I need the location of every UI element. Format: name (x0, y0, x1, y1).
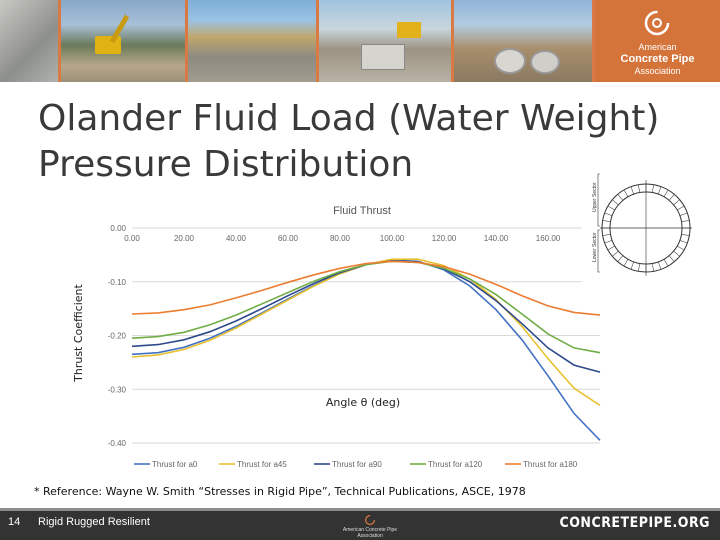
radial-line (604, 212, 613, 216)
radial-line (630, 261, 634, 270)
legend-label: Thrust for a180 (523, 460, 578, 469)
y-tick-labels: 0.00 -0.10 -0.20 -0.30 -0.40 (108, 224, 127, 448)
x-axis-label: Angle θ (deg) (318, 396, 408, 409)
x-tick-label: 80.00 (330, 234, 351, 243)
x-tick-label: 160.00 (536, 234, 561, 243)
radial-line (630, 186, 634, 195)
series-line (131, 258, 601, 407)
series-line (131, 260, 601, 316)
logo-line3: Association (634, 66, 681, 76)
upper-sector-label: Upper Sector (592, 182, 598, 212)
pipe-icon-2 (530, 50, 560, 74)
radial-line (604, 240, 613, 244)
footer-logo: American Concrete Pipe Association (340, 514, 400, 539)
chart-grid (132, 227, 600, 444)
radial-line (658, 261, 662, 270)
radial-line (607, 205, 615, 211)
x-tick-labels: 0.00 20.00 40.00 60.00 80.00 100.00 120.00 140.… (124, 234, 561, 243)
y-tick-label: -0.40 (108, 439, 127, 448)
photo-pipe-stack (188, 0, 316, 82)
legend-label: Thrust for a120 (428, 460, 483, 469)
x-tick-label: 120.00 (432, 234, 457, 243)
radial-line (638, 263, 640, 272)
chart-title: Fluid Thrust (333, 205, 391, 217)
footer-divider (0, 508, 720, 511)
radial-line (623, 189, 629, 197)
x-tick-label: 140.00 (484, 234, 509, 243)
x-tick-label: 0.00 (124, 234, 140, 243)
radial-line (681, 234, 690, 236)
logo-line1: American (638, 42, 677, 52)
photo-excavator-trees (61, 0, 185, 82)
photo-excavator-box (319, 0, 451, 82)
acpa-logo-icon (644, 10, 670, 36)
radial-line (617, 255, 624, 262)
x-tick-label: 40.00 (226, 234, 247, 243)
radial-line (602, 234, 611, 236)
x-tick-label: 100.00 (380, 234, 405, 243)
footer-bar (0, 508, 720, 540)
upper-sector-bracket (597, 173, 600, 227)
page-number: 14 (8, 516, 21, 528)
acpa-logo: American Concrete Pipe Association (595, 0, 720, 82)
radial-line (663, 189, 669, 197)
x-tick-label: 60.00 (278, 234, 299, 243)
photo-concrete-pipes (0, 0, 58, 82)
y-axis-label: Thrust Coefficient (72, 284, 85, 382)
legend-label: Thrust for a90 (332, 460, 382, 469)
radial-line (677, 245, 685, 251)
radial-line (663, 259, 669, 267)
y-tick-label: 0.00 (110, 224, 126, 233)
y-tick-label: -0.30 (108, 385, 127, 394)
radial-line (673, 199, 680, 206)
radial-line (652, 184, 654, 193)
reference-note: * Reference: Wayne W. Smith “Stresses in… (34, 485, 526, 498)
radial-line (668, 194, 675, 201)
series-line (131, 259, 601, 441)
slide-title: Olander Fluid Load (Water Weight) Pressu… (38, 98, 660, 185)
x-tick-label: 20.00 (174, 234, 195, 243)
excavator-icon-2 (397, 22, 421, 38)
radial-line (681, 220, 690, 222)
pipe-sector-diagram: Upper Sector Lower Sector (582, 150, 710, 290)
series-line (131, 259, 601, 373)
radial-line (612, 199, 619, 206)
legend-label: Thrust for a0 (152, 460, 198, 469)
radial-line (607, 245, 615, 251)
radial-line (658, 186, 662, 195)
pipe-icon (494, 48, 526, 74)
footer-logo-icon (365, 515, 375, 525)
radial-line (617, 194, 624, 201)
header-banner: American Concrete Pipe Association (0, 0, 720, 82)
radial-line (638, 184, 640, 193)
website-link[interactable]: CONCRETEPIPE.ORG (559, 515, 710, 531)
radial-line (673, 250, 680, 257)
chart-legend: Thrust for a0 Thrust for a45 Thrust for a9… (134, 460, 578, 469)
footer-logo-text: American Concrete Pipe Association (342, 527, 398, 539)
y-tick-label: -0.20 (108, 332, 127, 341)
radial-line (668, 255, 675, 262)
radial-line (612, 250, 619, 257)
legend-label: Thrust for a45 (237, 460, 287, 469)
logo-line2: Concrete Pipe (620, 53, 695, 65)
radial-line (679, 212, 688, 216)
photo-pipe-crane (454, 0, 592, 82)
radial-line (602, 220, 611, 222)
lower-sector-bracket (597, 229, 600, 273)
series-lines (131, 258, 601, 441)
radial-line (679, 240, 688, 244)
radial-line (623, 259, 629, 267)
lower-sector-label: Lower Sector (592, 232, 598, 262)
series-line (131, 260, 601, 354)
radial-line (677, 205, 685, 211)
box-culvert-icon (361, 44, 405, 70)
y-tick-label: -0.10 (108, 278, 127, 287)
radial-line (652, 263, 654, 272)
footer-tagline: Rigid Rugged Resilient (38, 516, 150, 528)
